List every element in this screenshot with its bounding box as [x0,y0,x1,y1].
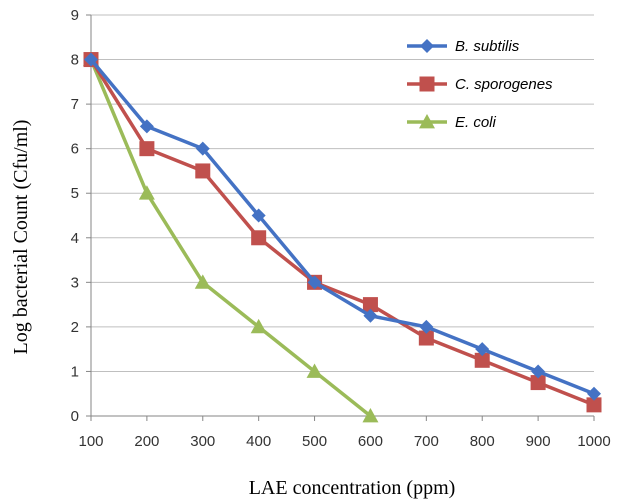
data-point-diamond [251,208,266,223]
x-tick-label: 600 [358,433,383,450]
series-c-sporogenes [83,52,602,413]
x-tick-label: 200 [134,433,159,450]
data-point-diamond [139,119,154,134]
legend-marker [419,76,435,92]
legend-label: B. subtilis [455,38,520,55]
data-point-triangle [250,318,267,334]
y-tick-label: 8 [71,52,79,69]
series-line [89,58,372,418]
data-point-diamond [84,52,98,67]
x-tick-label: 100 [78,433,103,450]
data-point-triangle [362,408,379,423]
data-point-diamond [475,342,490,357]
y-tick-label: 2 [71,319,79,336]
data-point-diamond [195,141,210,156]
legend-marker [419,114,435,129]
y-tick-label: 6 [71,141,79,158]
x-tick-label: 1000 [577,433,610,450]
y-axis-title: Log bacterial Count (Cfu/ml) [10,120,32,355]
data-point-diamond [587,386,601,401]
x-tick-label: 500 [302,433,327,450]
legend-label: C. sporogenes [455,76,553,93]
y-tick-label: 1 [71,363,79,380]
legend-item: B. subtilis [407,38,520,55]
series-layer [83,51,602,423]
gridlines [91,14,594,372]
x-tick-labels: 100 200 300 400 500 600 700 800 900 1000 [78,433,610,450]
x-tick-label: 800 [470,433,495,450]
data-point-triangle [194,274,211,289]
x-tick-label: 400 [246,433,271,450]
data-point-triangle [306,363,323,378]
y-tick-label: 5 [71,185,79,202]
y-tick-label: 4 [71,230,79,247]
legend: B. subtilis C. sporogenes E. coli [407,38,553,131]
legend-item: E. coli [407,114,497,131]
legend-marker [420,39,434,53]
data-point-square [530,375,546,391]
y-tick-label: 0 [71,408,79,425]
data-point-square [251,230,267,246]
data-point-square [586,397,602,413]
x-tick-label: 900 [526,433,551,450]
series-b-subtilis [84,52,601,401]
data-point-diamond [531,364,546,379]
x-tick-label: 300 [190,433,215,450]
y-tick-label: 7 [71,96,79,113]
data-point-square [139,141,155,157]
legend-item: C. sporogenes [407,76,553,93]
series-line [89,58,595,407]
series-line [89,58,595,396]
data-point-diamond [307,275,322,290]
data-point-square [195,163,211,179]
y-tick-label: 9 [71,7,79,24]
data-point-square [474,352,490,368]
x-axis-title: LAE concentration (ppm) [249,477,456,499]
data-point-diamond [363,308,378,323]
data-point-triangle [138,185,155,200]
y-tick-label: 3 [71,274,79,291]
data-point-square [362,297,378,313]
axes [86,14,595,421]
series-e-coli [83,51,379,423]
data-point-diamond [419,319,434,334]
x-tick-label: 700 [414,433,439,450]
y-tick-labels: 0 1 2 3 4 5 6 7 8 9 [71,7,79,425]
data-point-square [418,330,434,346]
legend-label: E. coli [455,114,497,131]
